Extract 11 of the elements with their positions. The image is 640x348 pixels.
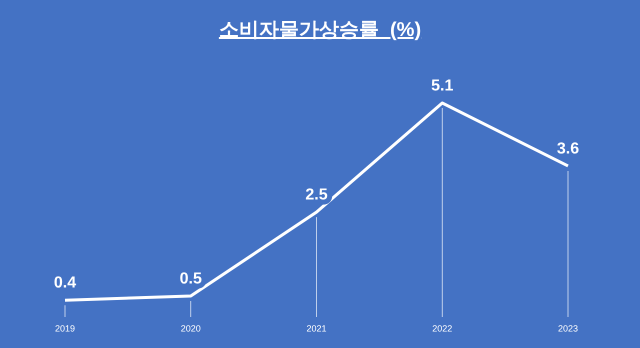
data-label: 5.1 xyxy=(431,78,454,94)
data-label: 2.5 xyxy=(305,186,328,204)
x-tick-label: 2019 xyxy=(54,323,76,334)
data-label: 0.4 xyxy=(54,274,76,292)
x-tick-label: 2020 xyxy=(180,323,201,334)
data-label: 3.6 xyxy=(556,140,580,158)
data-label: 0.5 xyxy=(180,270,202,288)
chart-title: 소비자물가상승률 (%) xyxy=(218,18,422,43)
x-tick-label: 2023 xyxy=(558,323,578,334)
x-tick-label: 2021 xyxy=(306,323,327,334)
x-tick-label: 2022 xyxy=(432,323,452,334)
